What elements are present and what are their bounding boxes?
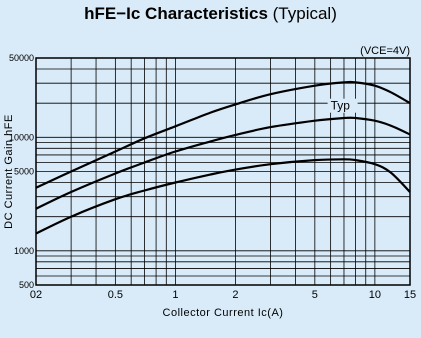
x-tick-label: 02: [30, 289, 42, 301]
x-tick-label: 2: [232, 289, 238, 301]
series-label-typ: Typ: [331, 99, 351, 113]
y-tick-label: 5000: [14, 167, 34, 177]
series-line-3: [35, 158, 411, 235]
series-line-1: [35, 80, 411, 189]
y-tick-label: 500: [19, 280, 34, 290]
x-tick-label: 0.5: [108, 289, 123, 301]
x-tick-label: 10: [369, 289, 381, 301]
x-axis-label: Collector Current Ic(A): [163, 307, 284, 319]
chart-title-sub: (Typical): [272, 4, 337, 23]
y-tick-label: 1000: [14, 246, 34, 256]
chart-title-main: hFE−Ic Characteristics: [84, 4, 268, 23]
y-tick-label: 10000: [9, 132, 34, 142]
x-tick-labels: 02 0.5 1 2 5 10 15: [30, 289, 416, 301]
x-tick-label: 15: [404, 289, 416, 301]
condition-label: (VCE=4V): [360, 45, 410, 57]
y-axis-label: DC Current Gain hFE: [3, 114, 15, 229]
chart-title: hFE−Ic Characteristics (Typical): [0, 4, 421, 24]
plot-frame: [35, 57, 411, 286]
y-tick-label: 50000: [9, 53, 34, 63]
series-line-2: [35, 116, 411, 210]
x-tick-label: 5: [312, 289, 318, 301]
y-tick-labels: 50000 10000 5000 1000 500: [9, 53, 34, 290]
x-tick-label: 1: [172, 289, 178, 301]
typ-label-background: [327, 98, 358, 113]
series-lines: [35, 80, 411, 235]
